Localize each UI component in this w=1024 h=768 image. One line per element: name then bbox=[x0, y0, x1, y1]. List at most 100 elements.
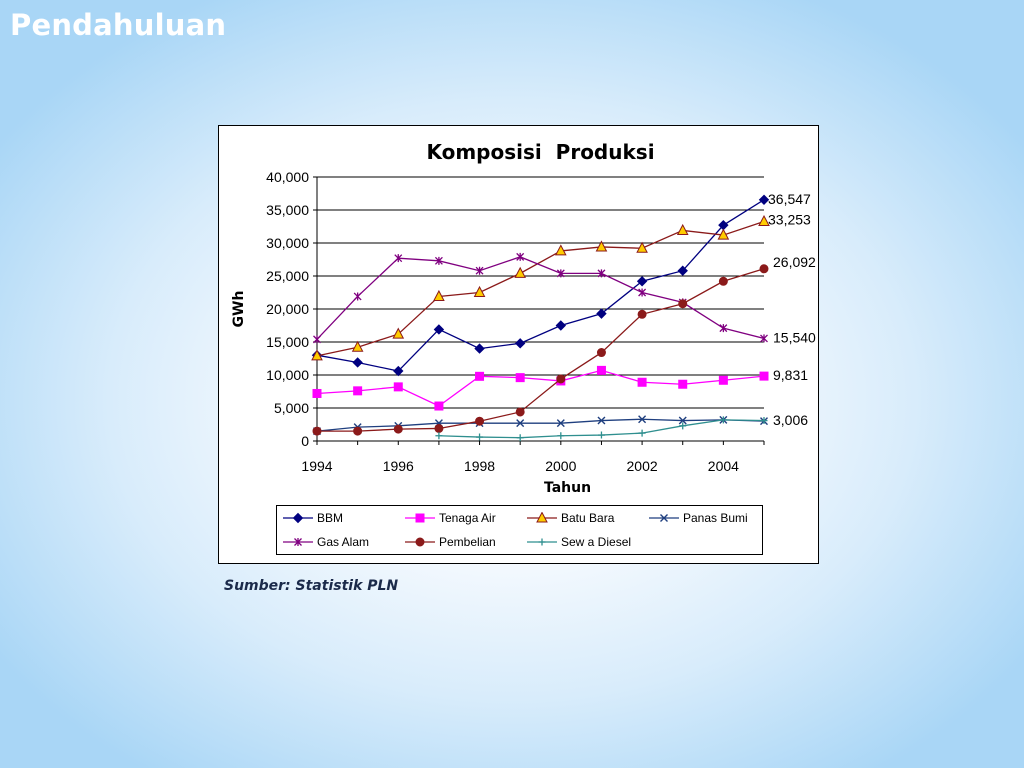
chart-title: Komposisi Produksi bbox=[426, 140, 654, 164]
legend-swatch bbox=[283, 512, 313, 524]
data-point bbox=[678, 416, 687, 425]
data-point bbox=[638, 429, 646, 437]
data-point bbox=[596, 365, 606, 375]
legend-swatch bbox=[283, 538, 313, 546]
x-tick-label: 2004 bbox=[708, 458, 739, 474]
series-pembelian bbox=[312, 264, 769, 436]
y-tick-label: 25,000 bbox=[266, 268, 309, 284]
data-point bbox=[597, 416, 606, 425]
legend-label: Batu Bara bbox=[561, 511, 615, 525]
data-point bbox=[719, 324, 728, 333]
y-axis-title: GWh bbox=[231, 291, 247, 328]
legend-item-sew-a-diesel: Sew a Diesel bbox=[525, 535, 631, 549]
data-point bbox=[678, 379, 688, 389]
x-tick-label: 2000 bbox=[545, 458, 576, 474]
y-tick-label: 0 bbox=[301, 433, 309, 449]
data-point bbox=[637, 309, 647, 319]
data-point bbox=[312, 426, 322, 436]
series-line bbox=[316, 220, 765, 357]
data-point bbox=[759, 264, 769, 274]
data-point bbox=[311, 349, 323, 361]
data-point bbox=[516, 252, 525, 261]
data-point bbox=[636, 241, 648, 253]
legend-swatch bbox=[527, 512, 557, 523]
data-point bbox=[596, 348, 606, 358]
data-point bbox=[514, 338, 526, 349]
data-point bbox=[556, 269, 565, 278]
data-point bbox=[638, 415, 647, 424]
data-point bbox=[516, 434, 524, 442]
legend-swatch-marker bbox=[294, 538, 302, 546]
data-point bbox=[515, 373, 525, 383]
data-point bbox=[676, 223, 689, 235]
end-label-tenaga-air: 9,831 bbox=[773, 367, 808, 383]
end-label-batu-bara: 33,253 bbox=[768, 212, 811, 228]
data-point bbox=[679, 422, 687, 430]
data-point bbox=[353, 426, 363, 436]
data-point bbox=[394, 254, 403, 263]
y-tick-label: 20,000 bbox=[266, 301, 309, 317]
y-tick-label: 40,000 bbox=[266, 169, 309, 185]
data-point bbox=[718, 276, 728, 286]
data-point bbox=[758, 214, 770, 227]
data-point bbox=[313, 335, 321, 344]
data-point bbox=[393, 365, 404, 377]
data-point bbox=[434, 423, 444, 433]
data-point bbox=[433, 324, 445, 335]
x-axis-title: Tahun bbox=[544, 480, 591, 496]
series-batu-bara bbox=[311, 214, 770, 361]
legend-swatch-marker bbox=[536, 512, 548, 523]
legend-swatch-marker bbox=[415, 537, 425, 547]
data-point bbox=[638, 288, 647, 297]
data-point bbox=[434, 256, 443, 265]
data-point bbox=[759, 371, 769, 381]
data-point bbox=[718, 375, 728, 385]
data-point bbox=[556, 374, 566, 384]
data-point bbox=[595, 240, 608, 252]
data-point bbox=[555, 320, 567, 331]
series-line bbox=[316, 369, 765, 407]
data-point bbox=[353, 292, 362, 301]
legend-swatch bbox=[649, 514, 679, 522]
data-point bbox=[352, 357, 363, 368]
legend-item-bbm: BBM bbox=[281, 511, 343, 525]
series-panas-bumi bbox=[313, 415, 768, 436]
data-point bbox=[556, 419, 565, 428]
data-point bbox=[433, 289, 445, 301]
legend-label: Gas Alam bbox=[317, 535, 370, 549]
data-point bbox=[636, 276, 648, 287]
y-tick-label: 15,000 bbox=[266, 334, 309, 350]
legend-item-pembelian: Pembelian bbox=[403, 535, 496, 549]
data-point bbox=[353, 386, 363, 396]
legend-item-tenaga-air: Tenaga Air bbox=[403, 511, 496, 525]
data-point bbox=[475, 371, 485, 381]
data-point bbox=[719, 416, 727, 424]
legend-swatch bbox=[405, 513, 435, 523]
end-label-pembelian: 26,092 bbox=[773, 254, 816, 270]
legend-label: Sew a Diesel bbox=[561, 535, 632, 549]
x-tick-label: 1998 bbox=[464, 458, 495, 474]
data-point bbox=[393, 382, 403, 392]
data-point bbox=[476, 433, 484, 441]
line-chart: Komposisi Produksi 0 5,000 10,000 15,000 20,0… bbox=[231, 140, 816, 496]
data-point bbox=[474, 343, 485, 354]
legend-swatch-marker bbox=[538, 538, 546, 546]
data-point bbox=[637, 377, 647, 387]
x-tick-label: 1996 bbox=[383, 458, 414, 474]
end-label-bbm: 36,547 bbox=[768, 191, 811, 207]
legend-label: Tenaga Air bbox=[439, 511, 496, 525]
data-point bbox=[760, 334, 768, 343]
legend-swatch bbox=[527, 538, 557, 546]
data-point bbox=[597, 431, 605, 439]
legend-item-gas-alam: Gas Alam bbox=[281, 535, 369, 549]
data-point bbox=[312, 388, 322, 398]
data-point bbox=[514, 266, 527, 278]
series-tenaga-air bbox=[312, 365, 769, 411]
data-point bbox=[597, 269, 606, 278]
source-caption: Sumber: Statistik PLN bbox=[224, 578, 399, 594]
legend-label: Panas Bumi bbox=[683, 511, 748, 525]
series-line bbox=[316, 256, 765, 340]
data-point bbox=[596, 308, 607, 319]
slide-title: Pendahuluan bbox=[10, 8, 227, 42]
series-gas-alam bbox=[313, 252, 768, 344]
